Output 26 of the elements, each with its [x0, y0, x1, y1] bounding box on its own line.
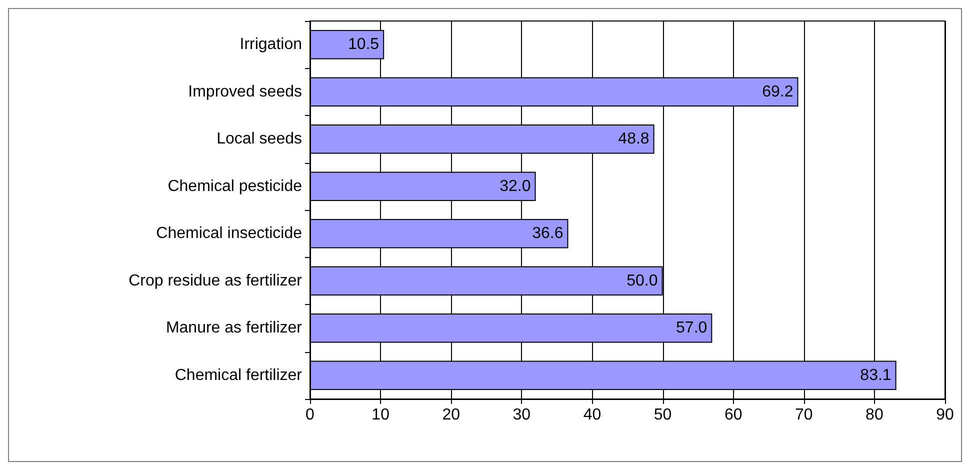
x-tick-label: 20 — [442, 406, 460, 424]
data-label: 36.6 — [532, 225, 564, 242]
y-tick-label: Improved seeds — [188, 83, 302, 100]
x-tick-label: 60 — [724, 406, 742, 424]
data-label: 10.5 — [348, 36, 380, 54]
x-tick-label: 10 — [372, 406, 390, 424]
y-tick-label: Irrigation — [240, 36, 302, 54]
data-label: 32.0 — [500, 178, 531, 195]
data-label: 57.0 — [676, 320, 708, 337]
data-label: 69.2 — [762, 83, 794, 100]
data-label: 83.1 — [860, 366, 892, 384]
y-tick-label: Chemical insecticide — [156, 225, 302, 242]
y-tick-label: Chemical fertilizer — [174, 366, 303, 384]
y-tick-label: Chemical pesticide — [168, 178, 302, 195]
x-tick-label: 50 — [654, 406, 672, 424]
data-label: 50.0 — [626, 272, 658, 290]
x-tick-label: 70 — [794, 406, 813, 424]
x-tick-label: 90 — [936, 406, 954, 424]
y-tick-label: Local seeds — [216, 130, 302, 148]
x-tick-label: 80 — [866, 406, 884, 424]
data-label: 48.8 — [618, 130, 650, 148]
x-tick-label: 40 — [583, 406, 602, 424]
x-tick-label: 30 — [512, 406, 531, 424]
y-tick-label: Crop residue as fertilizer — [128, 272, 303, 290]
y-tick-label: Manure as fertilizer — [166, 320, 303, 337]
x-tick-label: 0 — [306, 406, 315, 424]
